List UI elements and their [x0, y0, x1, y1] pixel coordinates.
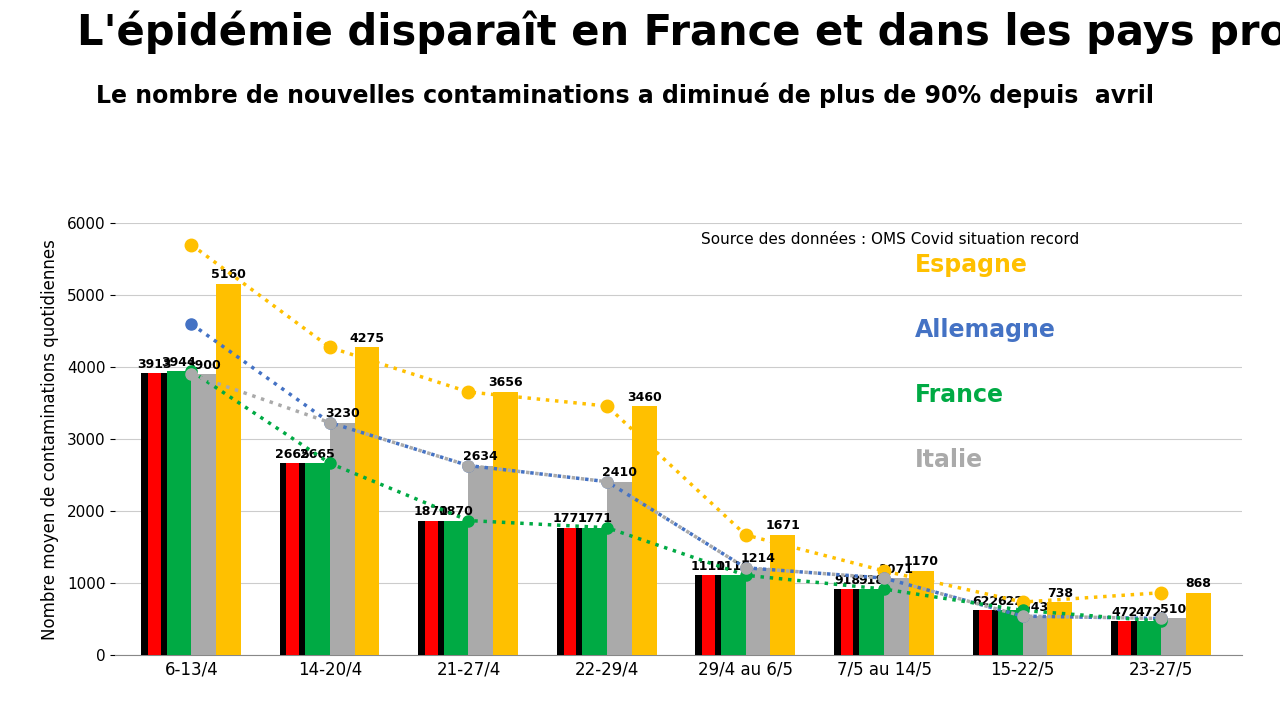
Bar — [355, 348, 379, 655]
Text: 2410: 2410 — [602, 466, 637, 480]
Bar — [563, 528, 576, 655]
Bar — [141, 374, 168, 655]
Text: 1870: 1870 — [413, 505, 449, 518]
Bar — [721, 575, 745, 655]
Bar — [305, 464, 330, 655]
Bar — [166, 372, 192, 655]
Bar — [771, 535, 795, 655]
Bar — [701, 575, 716, 655]
Text: 1771: 1771 — [553, 512, 588, 525]
Text: 472: 472 — [1111, 606, 1137, 618]
Bar — [444, 521, 468, 655]
Bar — [148, 374, 161, 655]
Bar — [280, 464, 306, 655]
Bar — [973, 611, 998, 655]
Bar — [998, 611, 1023, 655]
Bar — [859, 589, 884, 655]
Text: 2665: 2665 — [301, 448, 335, 461]
Text: 3230: 3230 — [325, 407, 360, 420]
Bar — [607, 482, 632, 655]
Text: Espagne: Espagne — [915, 253, 1028, 277]
Text: 1110: 1110 — [716, 559, 751, 573]
Text: 1671: 1671 — [765, 519, 800, 532]
Bar — [557, 528, 582, 655]
Y-axis label: Nombre moyen de contaminations quotidiennes: Nombre moyen de contaminations quotidien… — [41, 239, 59, 639]
Text: 918: 918 — [835, 574, 860, 587]
Bar — [287, 464, 300, 655]
Text: 868: 868 — [1185, 577, 1211, 590]
Text: France: France — [915, 383, 1004, 407]
Text: 622: 622 — [997, 595, 1024, 608]
Bar — [330, 423, 355, 655]
Text: 918: 918 — [859, 574, 884, 587]
Text: Source des données : OMS Covid situation record: Source des données : OMS Covid situation… — [701, 232, 1079, 247]
Bar — [1047, 602, 1073, 655]
Bar — [1187, 593, 1211, 655]
Text: 1071: 1071 — [879, 562, 914, 575]
Bar — [1111, 621, 1137, 655]
Text: 1110: 1110 — [691, 559, 726, 573]
Text: 1771: 1771 — [577, 512, 612, 525]
Text: Le nombre de nouvelles contaminations a diminué de plus de 90% depuis  avril: Le nombre de nouvelles contaminations a … — [96, 83, 1155, 108]
Bar — [1117, 621, 1130, 655]
Text: 5160: 5160 — [211, 268, 246, 281]
Bar — [979, 611, 992, 655]
Bar — [425, 521, 438, 655]
Text: 738: 738 — [1047, 587, 1073, 600]
Text: 1870: 1870 — [439, 505, 474, 518]
Bar — [835, 589, 860, 655]
Text: 543: 543 — [1021, 600, 1048, 613]
Bar — [841, 589, 854, 655]
Text: 3913: 3913 — [137, 358, 172, 371]
Bar — [745, 568, 771, 655]
Text: 4275: 4275 — [349, 332, 384, 345]
Text: 1170: 1170 — [904, 555, 938, 569]
Bar — [884, 578, 909, 655]
Bar — [1137, 621, 1161, 655]
Bar — [468, 466, 493, 655]
Text: 3944: 3944 — [161, 356, 196, 369]
Bar — [582, 528, 607, 655]
Text: 622: 622 — [973, 595, 998, 608]
Bar — [632, 406, 657, 655]
Text: Allemagne: Allemagne — [915, 318, 1056, 342]
Text: L'épidémie disparaît en France et dans les pays proches: L'épidémie disparaît en France et dans l… — [77, 11, 1280, 54]
Bar — [419, 521, 444, 655]
Text: 3460: 3460 — [627, 390, 662, 403]
Bar — [1161, 618, 1187, 655]
Text: 510: 510 — [1161, 603, 1187, 616]
Text: 2634: 2634 — [463, 450, 498, 463]
Bar — [216, 284, 241, 655]
Text: 3656: 3656 — [488, 377, 524, 390]
Text: 472: 472 — [1135, 606, 1162, 618]
Text: 2665: 2665 — [275, 448, 310, 461]
Bar — [1023, 616, 1047, 655]
Bar — [192, 374, 216, 655]
Text: 3900: 3900 — [187, 359, 221, 372]
Bar — [695, 575, 722, 655]
Text: Italie: Italie — [915, 448, 983, 472]
Bar — [493, 392, 518, 655]
Text: 1214: 1214 — [740, 552, 776, 565]
Bar — [909, 571, 933, 655]
